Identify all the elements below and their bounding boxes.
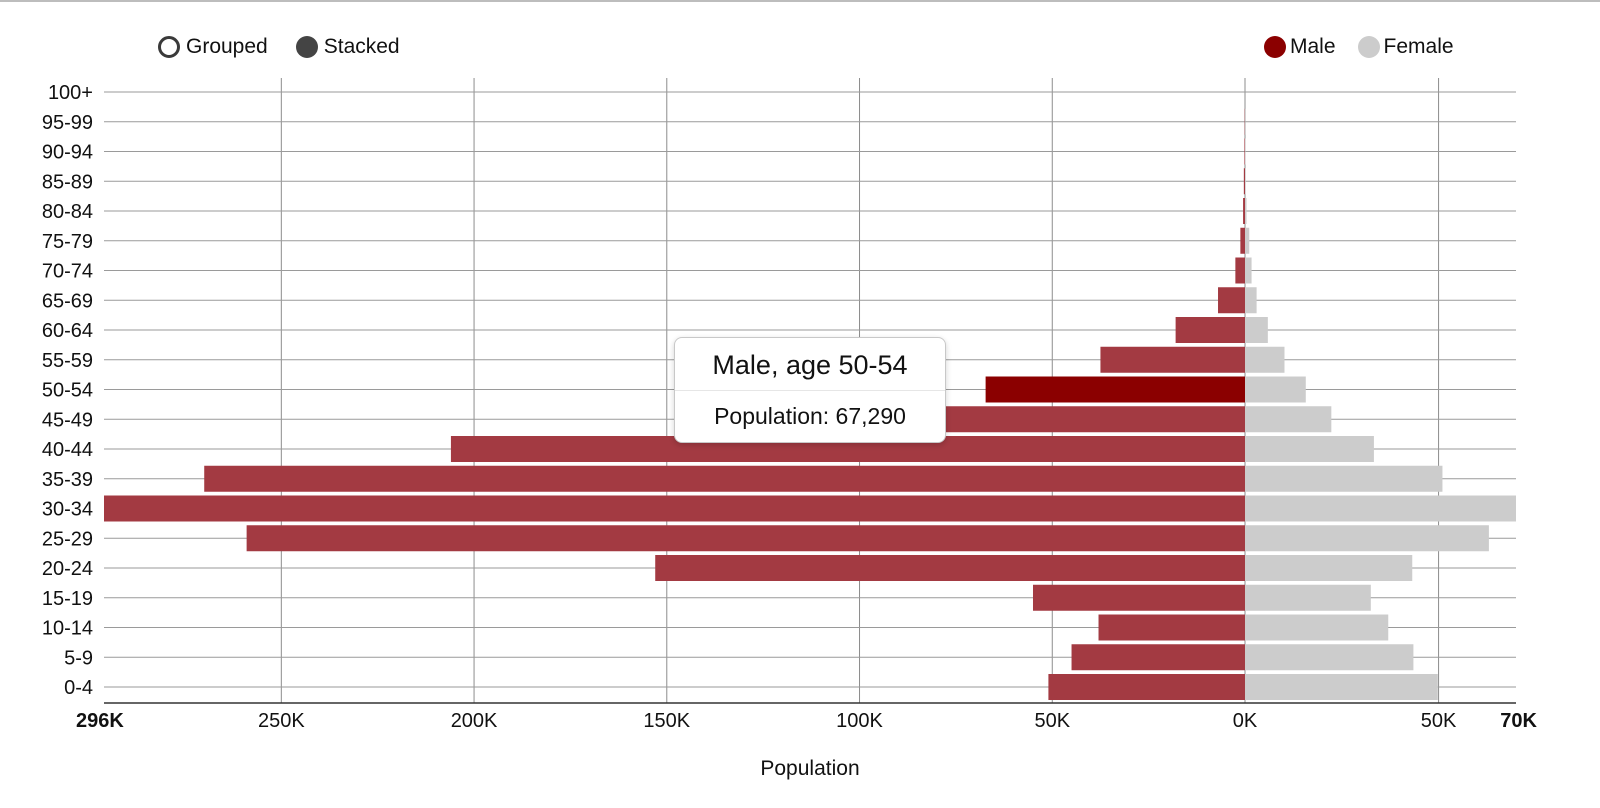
y-tick-label: 60-64 [42, 320, 93, 342]
legend-female-label: Female [1383, 35, 1454, 58]
bar-male-55-59[interactable] [1100, 346, 1245, 373]
y-tick-label: 70-74 [42, 261, 93, 283]
grouped-radio[interactable]: Grouped [158, 35, 268, 59]
bar-male-50-54[interactable] [985, 376, 1245, 403]
bar-male-65-69[interactable] [1218, 287, 1245, 314]
layout-toggle: Grouped Stacked [158, 34, 428, 60]
bar-male-85-89[interactable] [1243, 168, 1245, 195]
x-axis-title: Population [760, 757, 859, 780]
y-tick-label: 40-44 [42, 439, 93, 461]
tooltip-body: Population: 67,290 [714, 403, 906, 429]
x-tick-label: 150K [643, 710, 690, 732]
bar-female-20-24[interactable] [1245, 555, 1413, 581]
legend-item-male[interactable]: Male [1264, 35, 1336, 59]
bar-female-75-79[interactable] [1245, 227, 1250, 254]
y-tick-label: 10-14 [42, 618, 93, 640]
y-tick-label: 20-24 [42, 558, 93, 580]
y-tick-label: 30-34 [42, 499, 93, 521]
bar-female-10-14[interactable] [1245, 614, 1389, 641]
bar-male-35-39[interactable] [204, 465, 1245, 492]
tooltip-title: Male, age 50-54 [675, 338, 945, 391]
male-swatch-icon [1264, 36, 1286, 58]
bar-female-55-59[interactable] [1245, 346, 1285, 373]
radio-selected-icon [295, 36, 318, 58]
x-tick-label: 50K [1034, 710, 1070, 732]
bar-male-30-34[interactable] [104, 495, 1245, 522]
bar-male-70-74[interactable] [1235, 257, 1245, 284]
y-tick-label: 25-29 [42, 528, 93, 550]
stacked-label: Stacked [323, 35, 400, 58]
x-tick-label: 296K [76, 710, 124, 732]
bar-male-10-14[interactable] [1098, 614, 1245, 641]
bar-female-60-64[interactable] [1245, 317, 1268, 343]
x-tick-label: 70K [1500, 710, 1537, 732]
grouped-label: Grouped [186, 35, 268, 58]
legend-male-label: Male [1290, 35, 1336, 58]
bar-male-45-49[interactable] [944, 406, 1245, 433]
bar-male-0-4[interactable] [1048, 674, 1245, 700]
bar-female-70-74[interactable] [1245, 257, 1252, 284]
y-tick-label: 45-49 [42, 409, 93, 431]
tooltip: Male, age 50-54 Population: 67,290 [674, 337, 946, 443]
bar-female-40-44[interactable] [1245, 436, 1374, 462]
y-tick-label: 75-79 [42, 231, 93, 253]
stacked-radio[interactable]: Stacked [295, 35, 400, 59]
y-tick-label: 85-89 [42, 171, 93, 193]
y-tick-label: 80-84 [42, 201, 93, 223]
bar-male-80-84[interactable] [1243, 198, 1245, 224]
y-tick-label: 5-9 [64, 647, 93, 669]
bar-female-0-4[interactable] [1245, 674, 1438, 700]
y-tick-label: 15-19 [42, 588, 93, 610]
y-tick-label: 95-99 [42, 112, 93, 134]
y-tick-label: 35-39 [42, 469, 93, 491]
bar-male-75-79[interactable] [1240, 227, 1245, 254]
bar-male-90-94[interactable] [1244, 138, 1245, 165]
bar-female-30-34[interactable] [1245, 495, 1516, 522]
y-tick-label: 100+ [48, 82, 93, 104]
radio-unselected-icon [158, 36, 180, 58]
x-tick-label: 50K [1421, 710, 1457, 732]
bar-female-85-89[interactable] [1245, 168, 1246, 195]
bar-female-65-69[interactable] [1245, 287, 1257, 314]
legend: Male Female [1242, 34, 1454, 60]
bar-male-25-29[interactable] [246, 525, 1245, 552]
y-tick-label: 50-54 [42, 380, 93, 402]
bar-female-35-39[interactable] [1245, 465, 1443, 492]
legend-item-female[interactable]: Female [1357, 35, 1454, 59]
female-swatch-icon [1357, 36, 1380, 58]
x-tick-label: 100K [836, 710, 883, 732]
bar-female-5-9[interactable] [1245, 644, 1414, 671]
bar-female-45-49[interactable] [1245, 406, 1332, 433]
bar-male-15-19[interactable] [1032, 584, 1245, 611]
x-tick-label: 250K [258, 710, 305, 732]
x-tick-label: 200K [451, 710, 498, 732]
x-tick-label: 0K [1233, 710, 1258, 732]
y-tick-label: 55-59 [42, 350, 93, 372]
bar-male-20-24[interactable] [655, 555, 1245, 581]
bar-female-80-84[interactable] [1245, 198, 1247, 224]
bar-female-50-54[interactable] [1245, 376, 1306, 403]
bar-female-25-29[interactable] [1245, 525, 1489, 552]
top-border [0, 0, 1600, 2]
bar-male-5-9[interactable] [1071, 644, 1245, 671]
y-tick-label: 90-94 [42, 142, 93, 164]
y-tick-label: 65-69 [42, 290, 93, 312]
bar-male-60-64[interactable] [1175, 317, 1245, 343]
bar-female-15-19[interactable] [1245, 584, 1371, 611]
y-tick-label: 0-4 [64, 677, 93, 699]
